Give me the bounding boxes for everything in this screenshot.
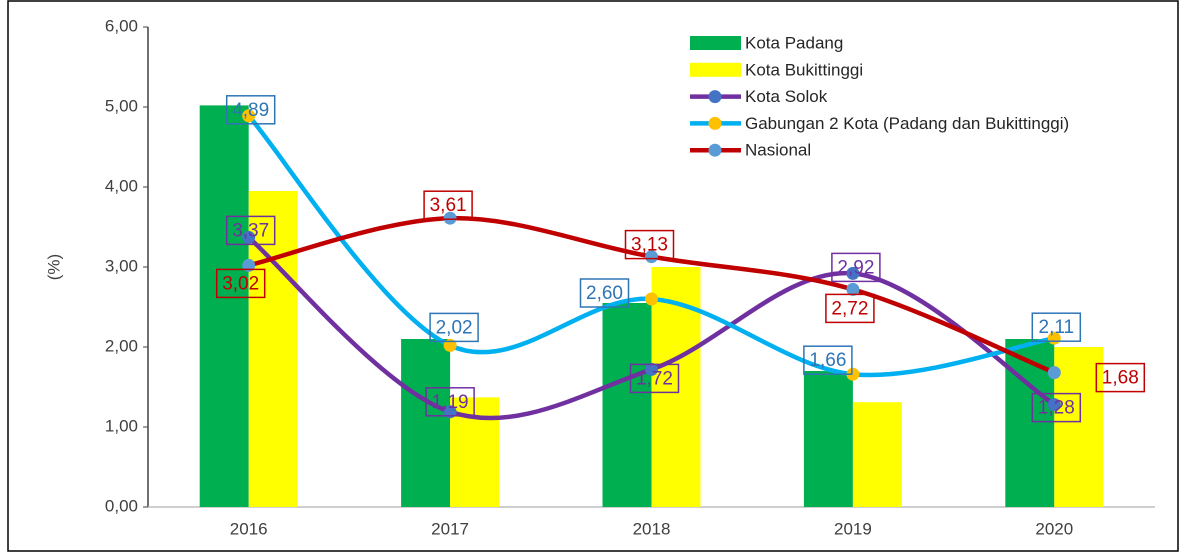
legend-label: Kota Solok (745, 87, 828, 106)
data-label: 3,02 (222, 273, 259, 294)
data-label-box (1031, 312, 1082, 342)
data-label-box (225, 215, 276, 246)
data-label: 2,72 (831, 298, 868, 319)
marker (846, 282, 860, 296)
bar (852, 402, 902, 507)
data-label-box (831, 252, 881, 283)
data-label: 4,89 (232, 100, 269, 121)
marker (443, 211, 457, 225)
legend-marker (708, 90, 722, 104)
legend-marker (708, 143, 722, 157)
marker (645, 250, 658, 264)
data-label-box (579, 278, 630, 308)
y-tick-label: 2,00 (105, 336, 138, 355)
legend-swatch (690, 62, 741, 77)
data-label: 3,61 (430, 195, 467, 216)
x-tick-label: 2018 (633, 519, 671, 538)
marker (1047, 366, 1061, 380)
data-label: 2,92 (837, 257, 874, 278)
legend-marker (708, 116, 722, 130)
x-tick-label: 2020 (1035, 519, 1073, 538)
marker (242, 230, 256, 244)
legend-swatch (690, 36, 741, 50)
bar (1054, 347, 1104, 507)
data-label-box (825, 293, 875, 324)
bar (401, 339, 451, 507)
marker (645, 292, 658, 306)
data-label: 2,60 (586, 283, 623, 304)
data-label: 1,72 (636, 368, 673, 389)
legend-label: Kota Padang (745, 33, 843, 52)
bar (803, 371, 853, 507)
data-label-box (423, 190, 473, 220)
x-tick-label: 2017 (431, 519, 469, 538)
y-tick-label: 3,00 (105, 256, 138, 275)
data-label-box (1031, 392, 1082, 423)
chart-border (7, 0, 1179, 552)
data-label: 1,19 (432, 392, 469, 413)
y-tick-label: 4,00 (105, 176, 138, 195)
y-axis-label: (%) (44, 254, 63, 280)
data-label-box (803, 345, 853, 375)
legend-label: Nasional (745, 141, 811, 160)
marker (1047, 398, 1061, 412)
data-label-box (624, 229, 675, 260)
y-tick-label: 1,00 (105, 416, 138, 435)
x-tick-label: 2016 (230, 519, 268, 538)
data-label-box (225, 95, 276, 125)
data-label: 2,11 (1039, 317, 1075, 338)
data-label: 1,68 (1102, 368, 1139, 389)
marker (846, 266, 860, 280)
x-tick-label: 2019 (834, 519, 872, 538)
data-label: 3,37 (232, 220, 269, 241)
marker (242, 109, 256, 123)
data-label: 1,28 (1038, 398, 1075, 419)
legend-label: Kota Bukittinggi (745, 60, 863, 79)
data-label: 2,02 (436, 317, 473, 338)
bar (602, 303, 652, 507)
bar (199, 105, 249, 508)
marker (846, 367, 860, 381)
data-label-box (629, 363, 680, 394)
marker (645, 362, 658, 376)
data-label: 1,66 (809, 350, 846, 371)
data-label-box (425, 387, 475, 417)
data-label: 3,13 (631, 235, 668, 256)
y-tick-label: 0,00 (105, 496, 138, 515)
y-tick-label: 5,00 (105, 96, 138, 115)
data-label-box (1095, 362, 1146, 393)
legend-label: Gabungan 2 Kota (Padang dan Bukittinggi) (745, 114, 1069, 133)
data-label-box (215, 268, 266, 299)
y-tick-label: 6,00 (105, 16, 138, 35)
data-label-box (429, 312, 479, 343)
